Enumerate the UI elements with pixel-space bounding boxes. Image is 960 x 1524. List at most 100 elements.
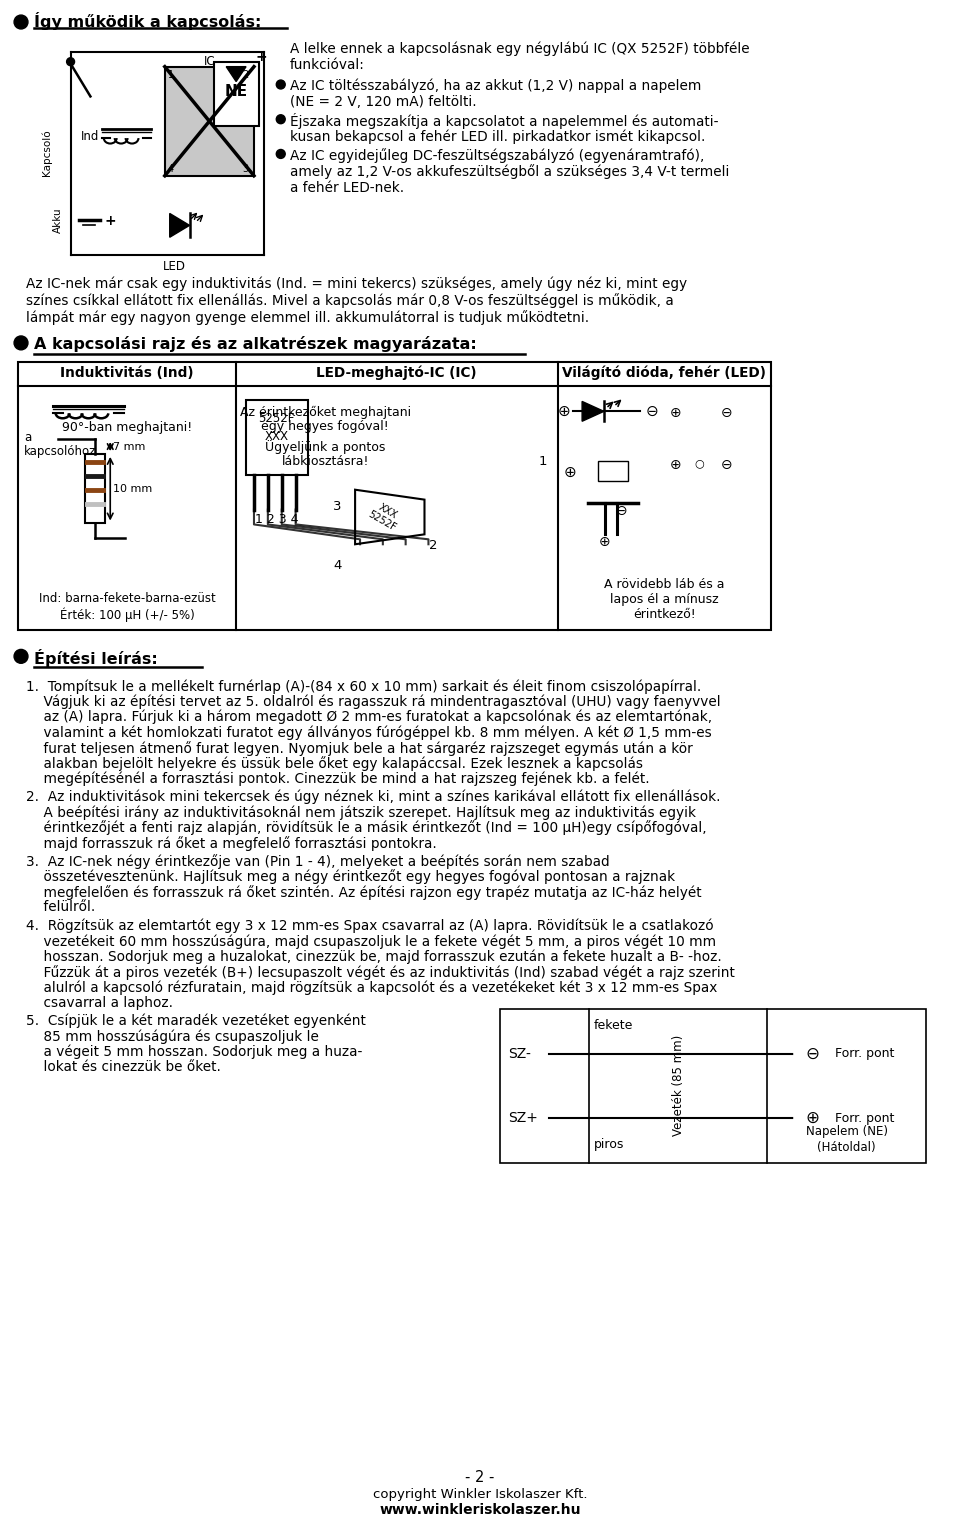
Text: megfelelően és forrasszuk rá őket szintén. Az építési rajzon egy trapéz mutatja : megfelelően és forrasszuk rá őket szinté… [26,885,702,899]
Text: (NE = 2 V, 120 mA) feltölti.: (NE = 2 V, 120 mA) feltölti. [290,94,476,108]
Text: ⊖: ⊖ [721,407,732,421]
Text: egy hegyes fogóval!: egy hegyes fogóval! [261,421,389,433]
Text: Akku: Akku [53,207,62,233]
Text: Így működik a kapcsolás:: Így működik a kapcsolás: [34,12,261,30]
Text: 3.  Az IC-nek négy érintkezője van (Pin 1 - 4), melyeket a beépítés során nem sz: 3. Az IC-nek négy érintkezője van (Pin 1… [26,855,610,869]
Text: ⊕: ⊕ [558,404,570,419]
Text: ○: ○ [694,459,704,468]
Circle shape [585,456,640,511]
Text: hosszan. Sodorjuk meg a huzalokat, cinezzük be, majd forrasszuk ezután a fekete : hosszan. Sodorjuk meg a huzalokat, cinez… [26,949,722,965]
Text: Éjszaka megszakítja a kapcsolatot a napelemmel és automati-: Éjszaka megszakítja a kapcsolatot a nape… [290,113,718,130]
Text: ⊖: ⊖ [721,459,732,472]
Text: ⊕: ⊕ [564,465,577,480]
Text: színes csíkkal ellátott fix ellenállás. Mivel a kapcsolás már 0,8 V-os feszültsé: színes csíkkal ellátott fix ellenállás. … [26,293,674,308]
Text: Világító dióda, fehér (LED): Világító dióda, fehér (LED) [563,366,766,379]
Circle shape [794,1036,830,1071]
Text: összetévesztenünk. Hajlítsuk meg a négy érintkezőt egy hegyes fogóval pontosan a: összetévesztenünk. Hajlítsuk meg a négy … [26,870,675,884]
Polygon shape [227,67,246,82]
Text: fekete: fekete [594,1020,634,1032]
Text: +: + [105,215,116,229]
Text: 90°-ban meghajtani!: 90°-ban meghajtani! [62,421,192,434]
Text: vezetékeit 60 mm hosszúságúra, majd csupaszoljuk le a fekete végét 5 mm, a piros: vezetékeit 60 mm hosszúságúra, majd csup… [26,934,716,948]
Text: Induktivitás (Ind): Induktivitás (Ind) [60,366,194,379]
Text: Forr. pont: Forr. pont [835,1111,895,1125]
Text: Ügyeljünk a pontos: Ügyeljünk a pontos [265,440,386,454]
Text: piros: piros [594,1138,624,1151]
Text: IC: IC [204,55,215,67]
Text: 3: 3 [242,165,249,174]
Circle shape [276,149,285,158]
Text: a végeit 5 mm hosszan. Sodorjuk meg a huza-: a végeit 5 mm hosszan. Sodorjuk meg a hu… [26,1044,362,1059]
Bar [165,67,254,175]
Text: Kapcsoló: Kapcsoló [41,130,52,177]
Text: a fehér LED-nek.: a fehér LED-nek. [290,181,404,195]
Text: Forr. pont: Forr. pont [835,1047,895,1061]
Text: 5252F: 5252F [258,413,295,425]
Text: 2: 2 [242,70,249,79]
Text: amely az 1,2 V-os akkufeszültségből a szükséges 3,4 V-t termeli: amely az 1,2 V-os akkufeszültségből a sz… [290,165,729,180]
Text: lámpát már egy nagyon gyenge elemmel ill. akkumulátorral is tudjuk működtetni.: lámpát már egy nagyon gyenge elemmel ill… [26,309,589,325]
Text: Az IC egyidejűleg DC-feszültségszabályzó (egyenáramtrafó),: Az IC egyidejűleg DC-feszültségszabályzó… [290,148,704,163]
Text: csavarral a laphoz.: csavarral a laphoz. [26,995,173,1009]
Text: lapos él a mínusz: lapos él a mínusz [610,593,719,607]
Text: Az érintkezőket meghajtani: Az érintkezőket meghajtani [240,405,411,419]
Bar [598,460,628,480]
Text: - 2 -: - 2 - [466,1471,494,1486]
Text: 2.  Az induktivitások mini tekercsek és úgy néznek ki, mint a színes karikával e: 2. Az induktivitások mini tekercsek és ú… [26,789,720,805]
Circle shape [14,335,28,351]
Text: 1: 1 [168,70,174,79]
Text: kapcsolóhoz: kapcsolóhoz [24,445,96,459]
Text: (Hátoldal): (Hátoldal) [818,1141,876,1154]
Text: A lelke ennek a kapcsolásnak egy négylábú IC (QX 5252F) többféle: A lelke ennek a kapcsolásnak egy négyláb… [290,41,750,56]
Text: 5.  Csípjük le a két maradék vezetéket egyenként: 5. Csípjük le a két maradék vezetéket eg… [26,1013,366,1029]
Text: lokat és cinezzük be őket.: lokat és cinezzük be őket. [26,1061,221,1074]
Text: SZ+: SZ+ [508,1111,538,1125]
Text: 7 mm: 7 mm [113,442,146,451]
Circle shape [14,15,28,29]
Text: Építési leírás:: Építési leírás: [34,649,157,668]
Text: 1 2 3 4: 1 2 3 4 [255,512,299,526]
Polygon shape [170,213,189,238]
Text: LED-meghajtó-IC (IC): LED-meghajtó-IC (IC) [317,366,477,379]
Text: ⊖: ⊖ [805,1044,819,1062]
Text: ⊕: ⊕ [805,1109,819,1128]
Text: Ind: Ind [81,130,99,143]
Text: ⊕: ⊕ [669,459,681,472]
Circle shape [66,58,75,66]
Text: 2: 2 [429,539,438,552]
Text: ⊕: ⊕ [669,407,681,421]
Text: A kapcsolási rajz és az alkatrészek magyarázata:: A kapcsolási rajz és az alkatrészek magy… [34,335,477,352]
Text: furat teljesen átmenő furat legyen. Nyomjuk bele a hat sárgaréz rajzszeget egymá: furat teljesen átmenő furat legyen. Nyom… [26,741,693,756]
Circle shape [276,114,285,123]
Text: Vágjuk ki az építési tervet az 5. oldalról és ragasszuk rá mindentragasztóval (U: Vágjuk ki az építési tervet az 5. oldalr… [26,695,721,709]
Text: Az IC-nek már csak egy induktivitás (Ind. = mini tekercs) szükséges, amely úgy n: Az IC-nek már csak egy induktivitás (Ind… [26,277,687,291]
Bar [85,454,106,523]
Text: 4.  Rögzítsük az elemtartót egy 3 x 12 mm-es Spax csavarral az (A) lapra. Rövidí: 4. Rögzítsük az elemtartót egy 3 x 12 mm… [26,919,713,933]
Text: Fűzzük át a piros vezeték (B+) lecsupaszolt végét és az induktivitás (Ind) szaba: Fűzzük át a piros vezeték (B+) lecsupasz… [26,965,734,980]
Text: 3: 3 [333,500,342,512]
Text: copyright Winkler Iskolaszer Kft.: copyright Winkler Iskolaszer Kft. [372,1487,588,1501]
Text: ⊕: ⊕ [599,535,611,549]
Text: www.winkleriskolaszer.hu: www.winkleriskolaszer.hu [379,1503,581,1516]
Text: érintkező!: érintkező! [633,608,696,620]
Polygon shape [582,401,604,421]
Text: NE: NE [225,84,248,99]
Text: ⊖: ⊖ [616,503,628,518]
Text: XXX
5252F: XXX 5252F [366,500,403,533]
Text: Vezeték (85 mm): Vezeték (85 mm) [672,1035,684,1135]
Text: SZ-: SZ- [508,1047,531,1061]
Text: 1: 1 [539,456,547,468]
Text: 10 mm: 10 mm [113,483,153,494]
Text: alakban bejelölt helyekre és üssük bele őket egy kalapáccsal. Ezek lesznek a kap: alakban bejelölt helyekre és üssük bele … [26,756,643,771]
Text: funkcióval:: funkcióval: [290,58,365,72]
Text: LED: LED [163,261,186,273]
Text: Az IC töltésszabályzó, ha az akkut (1,2 V) nappal a napelem: Az IC töltésszabályzó, ha az akkut (1,2 … [290,79,701,93]
Circle shape [14,649,28,663]
Text: az (A) lapra. Fúrjuk ki a három megadott Ø 2 mm-es furatokat a kapcsolónak és az: az (A) lapra. Fúrjuk ki a három megadott… [26,710,712,724]
Text: 4: 4 [168,165,174,174]
Text: 85 mm hosszúságúra és csupaszoljuk le: 85 mm hosszúságúra és csupaszoljuk le [26,1029,319,1044]
Text: Ind: barna-fekete-barna-ezüst: Ind: barna-fekete-barna-ezüst [38,591,215,605]
Bar [246,401,307,475]
Text: érintkezőjét a fenti rajz alapján, rövidítsük le a másik érintkezőt (Ind = 100 μ: érintkezőjét a fenti rajz alapján, rövid… [26,820,707,835]
Text: XXX: XXX [265,430,289,443]
